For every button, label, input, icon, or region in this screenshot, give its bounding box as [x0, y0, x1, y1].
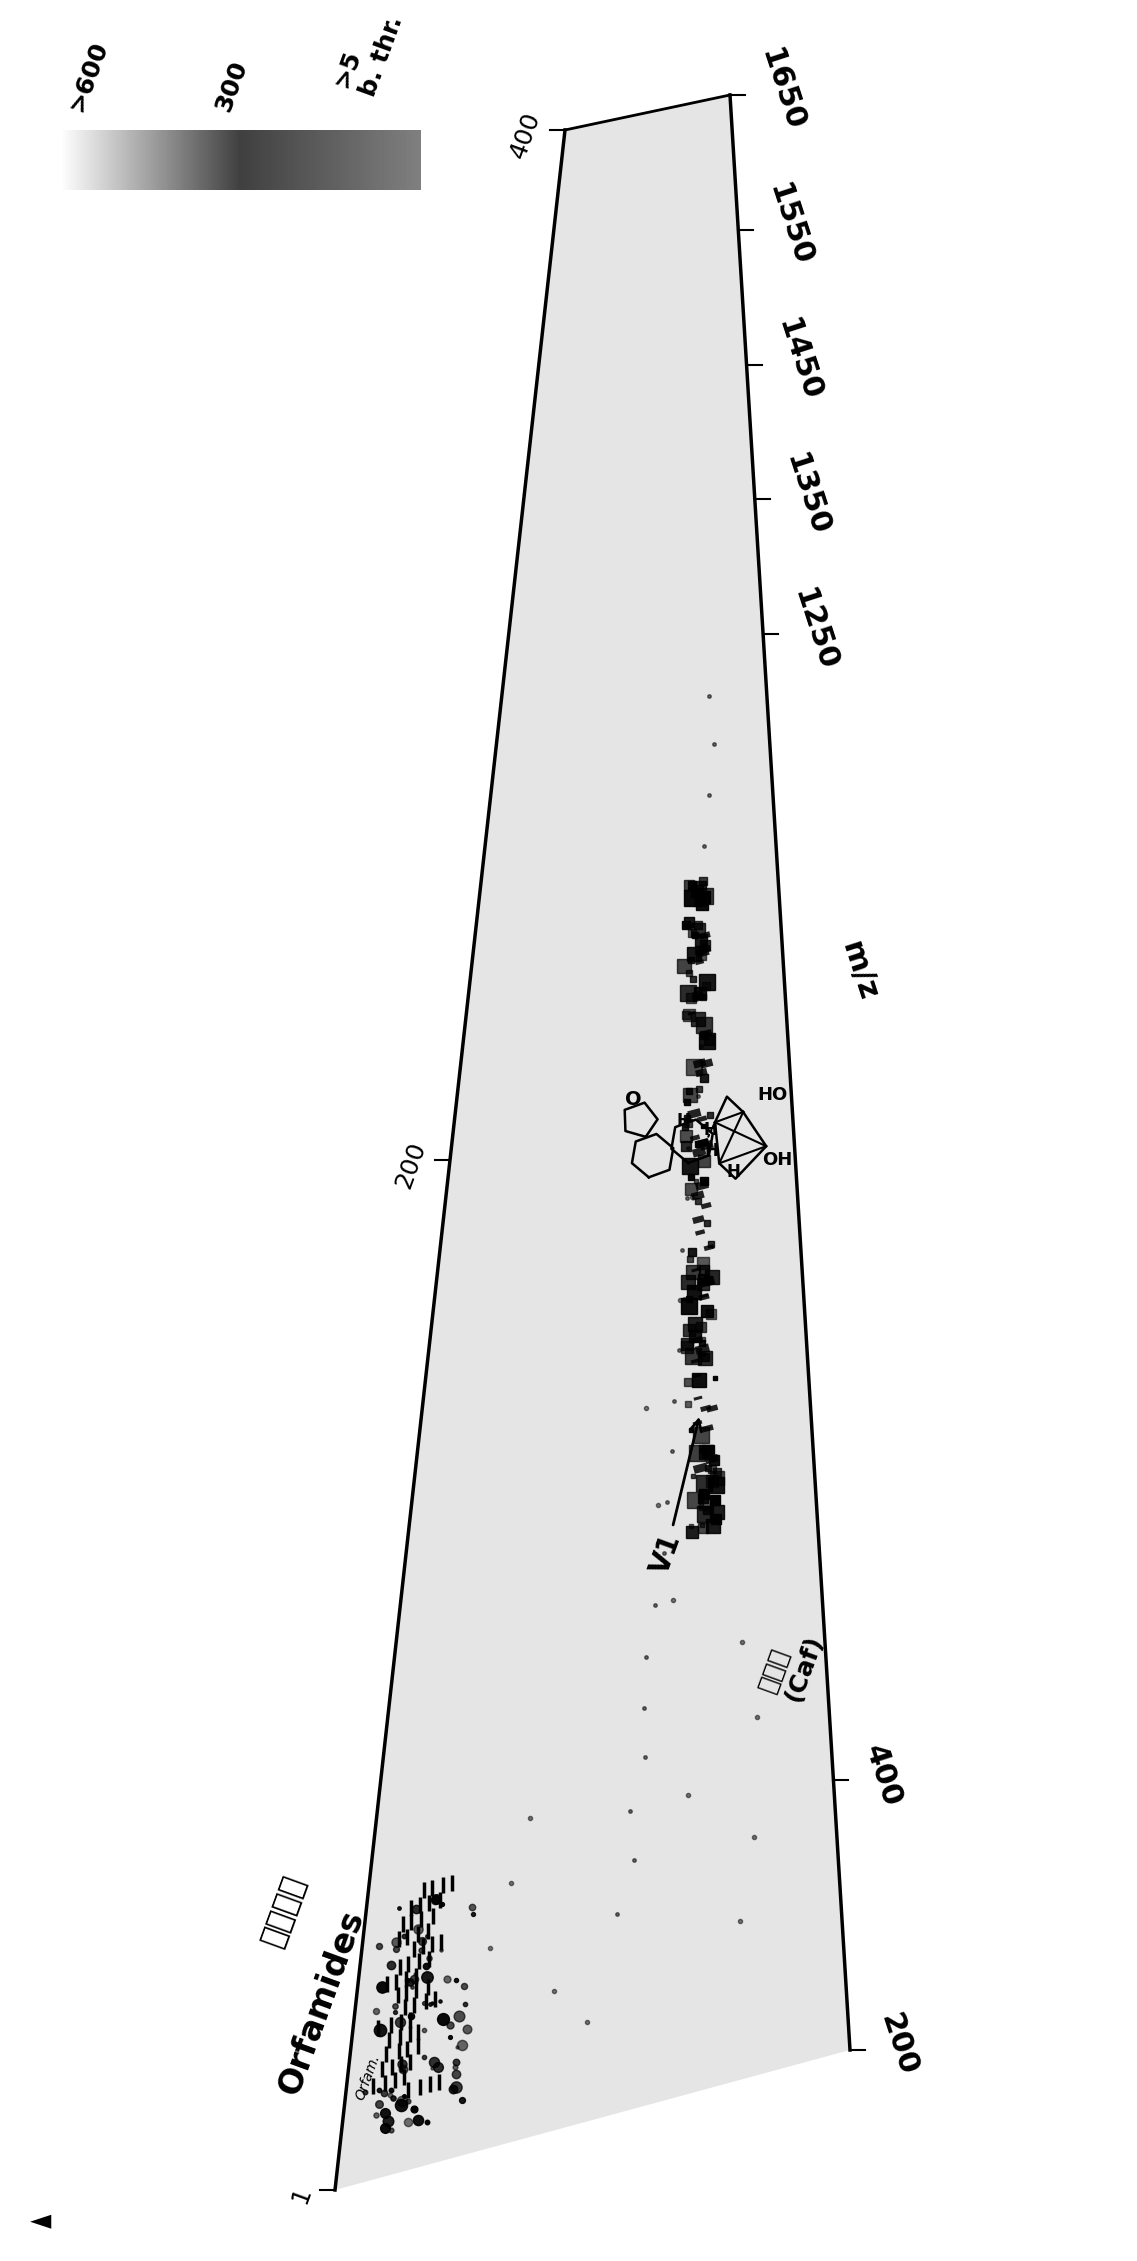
Text: H: H — [704, 1121, 717, 1140]
Text: >5
b. thr.: >5 b. thr. — [330, 2, 407, 99]
Text: V1: V1 — [646, 1420, 702, 1578]
Text: ◄: ◄ — [30, 2207, 51, 2234]
Text: 200: 200 — [391, 1140, 430, 1192]
Text: 咖啡醇
(Caf): 咖啡醇 (Caf) — [755, 1621, 827, 1705]
Text: >600: >600 — [65, 38, 113, 115]
Text: 1350: 1350 — [780, 450, 833, 540]
Text: 1550: 1550 — [763, 181, 818, 269]
Text: 400: 400 — [858, 1741, 906, 1811]
Text: 激发子库: 激发子库 — [257, 1872, 309, 1951]
Text: Orfam.: Orfam. — [354, 2053, 383, 2103]
Text: 1450: 1450 — [772, 314, 825, 405]
Text: H: H — [727, 1164, 740, 1183]
Text: O: O — [625, 1090, 642, 1110]
Text: HO: HO — [757, 1085, 787, 1103]
Text: Orfamides: Orfamides — [273, 1906, 371, 2098]
Text: 1: 1 — [287, 2184, 315, 2207]
Text: OH: OH — [762, 1151, 792, 1169]
Text: 400: 400 — [506, 109, 545, 161]
Text: H: H — [677, 1112, 690, 1130]
Text: 300: 300 — [211, 57, 251, 115]
Text: H: H — [705, 1142, 719, 1160]
Polygon shape — [335, 95, 850, 2191]
Text: m/z: m/z — [836, 938, 882, 1004]
Text: 1650: 1650 — [755, 45, 808, 136]
Text: 1250: 1250 — [788, 586, 841, 674]
Text: 200: 200 — [875, 2010, 922, 2080]
